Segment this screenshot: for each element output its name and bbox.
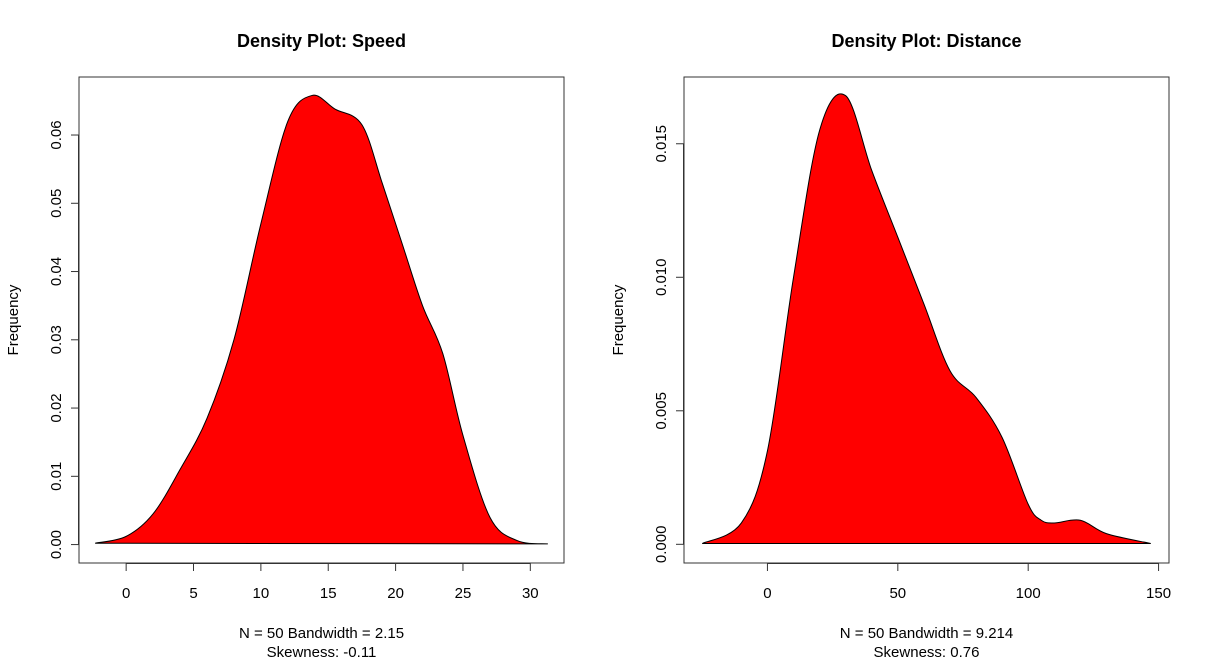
x-tick-label: 20 — [387, 585, 404, 602]
x-tick-label: 30 — [522, 585, 539, 602]
x-axis-label-line-1: N = 50 Bandwidth = 9.214 — [840, 625, 1013, 642]
x-tick-label: 0 — [122, 585, 130, 602]
x-tick-label: 25 — [455, 585, 472, 602]
density-panel-speed: Density Plot: Speed Frequency N = 50 Ban… — [5, 31, 565, 661]
y-axis-label: Frequency — [610, 284, 627, 355]
chart-title: Density Plot: Speed — [237, 31, 406, 51]
x-tick-label: 10 — [253, 585, 270, 602]
x-tick-label: 0 — [763, 585, 771, 602]
chart-title: Density Plot: Distance — [831, 31, 1021, 51]
x-axis-label-line-2: Skewness: 0.76 — [874, 644, 980, 661]
y-tick-label: 0.03 — [48, 325, 65, 354]
y-tick-label: 0.005 — [653, 392, 670, 430]
y-tick-label: 0.06 — [48, 120, 65, 149]
density-panel-distance: Density Plot: Distance Frequency N = 50 … — [610, 31, 1171, 661]
y-tick-label: 0.00 — [48, 530, 65, 559]
density-area — [702, 93, 1151, 545]
x-tick-label: 150 — [1146, 585, 1171, 602]
y-tick-label: 0.04 — [48, 257, 65, 286]
y-tick-label: 0.000 — [653, 526, 670, 564]
y-tick-label: 0.015 — [653, 125, 670, 163]
y-axis-label: Frequency — [5, 284, 22, 355]
y-tick-label: 0.01 — [48, 462, 65, 491]
x-tick-label: 5 — [189, 585, 197, 602]
y-tick-label: 0.02 — [48, 393, 65, 422]
x-tick-label: 15 — [320, 585, 337, 602]
x-tick-label: 50 — [889, 585, 906, 602]
x-tick-label: 100 — [1016, 585, 1041, 602]
y-tick-label: 0.010 — [653, 259, 670, 297]
density-area — [95, 94, 548, 545]
y-tick-label: 0.05 — [48, 189, 65, 218]
x-axis-label-line-1: N = 50 Bandwidth = 2.15 — [239, 625, 404, 642]
x-axis-label-line-2: Skewness: -0.11 — [267, 644, 377, 661]
